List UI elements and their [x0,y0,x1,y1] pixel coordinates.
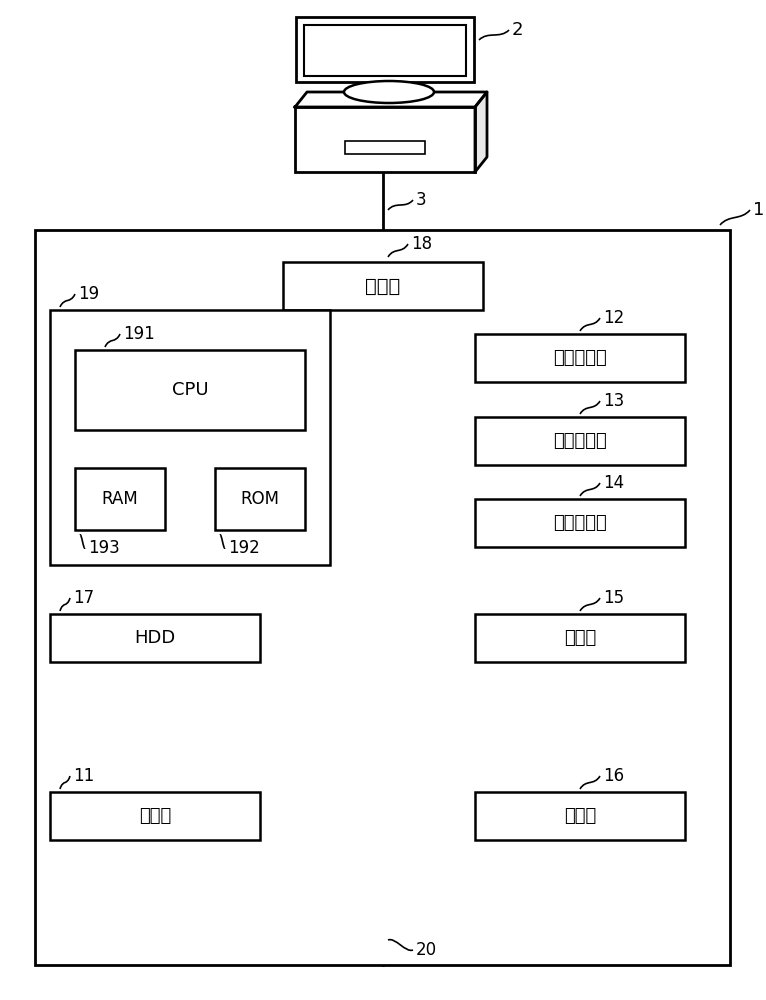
Text: 通信部: 通信部 [365,276,401,296]
Bar [475,614,685,662]
Text: 12: 12 [603,309,624,327]
Bar [50,792,260,840]
Bar [50,310,330,565]
Text: 供纸部: 供纸部 [564,629,596,647]
Text: 20: 20 [416,941,437,959]
Bar [475,499,685,547]
Bar [35,230,730,965]
Text: ROM: ROM [241,490,280,508]
Text: 11: 11 [73,767,94,785]
Polygon shape [475,92,487,172]
Text: 18: 18 [411,235,432,253]
Polygon shape [295,92,487,107]
Text: 16: 16 [603,767,624,785]
Text: 3: 3 [416,191,427,209]
Bar [345,141,425,154]
Text: 17: 17 [73,589,94,607]
Bar [75,350,305,430]
Bar [475,792,685,840]
Text: 192: 192 [228,539,260,557]
Text: 图像处理部: 图像处理部 [553,432,607,450]
Text: 操作部: 操作部 [139,807,171,825]
Text: 2: 2 [512,21,523,39]
Text: 图像读取部: 图像读取部 [553,349,607,367]
Text: RAM: RAM [102,490,139,508]
Text: 19: 19 [78,285,99,303]
Text: 191: 191 [123,325,155,343]
Text: HDD: HDD [134,629,175,647]
Bar [295,107,475,172]
Text: 14: 14 [603,474,624,492]
Bar [283,262,483,310]
Text: CPU: CPU [172,381,208,399]
Text: 13: 13 [603,392,624,410]
Text: 15: 15 [603,589,624,607]
Ellipse shape [344,81,434,103]
Bar [50,614,260,662]
Text: 1: 1 [753,201,764,219]
Bar [475,334,685,382]
Bar [75,468,165,530]
Bar [215,468,305,530]
Bar [304,25,466,76]
Text: 193: 193 [88,539,119,557]
Text: 图像形成部: 图像形成部 [553,514,607,532]
Bar [475,417,685,465]
Bar [296,17,474,82]
Text: 定影部: 定影部 [564,807,596,825]
